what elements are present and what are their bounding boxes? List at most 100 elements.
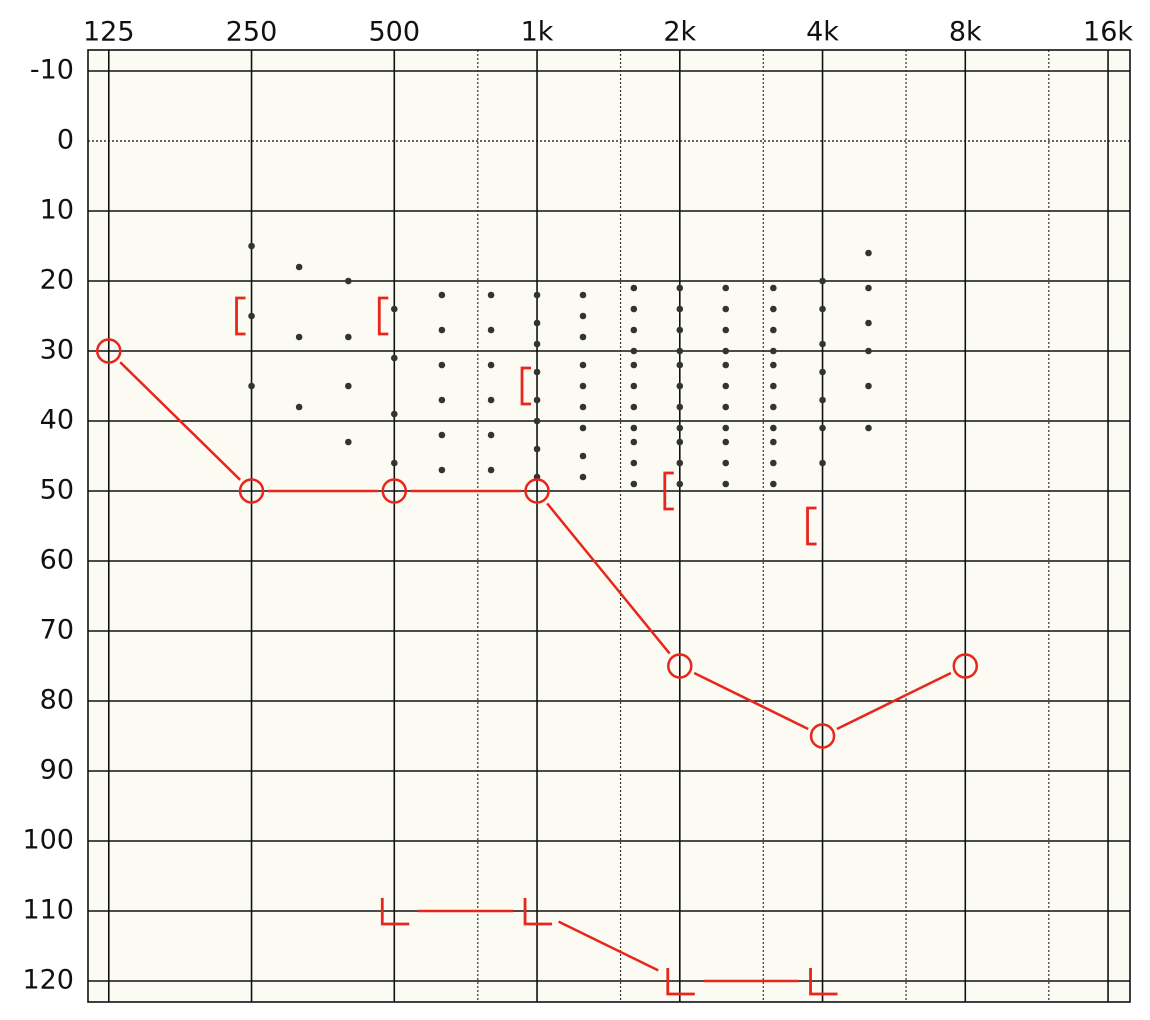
no-response-marker <box>380 898 410 926</box>
speech-dot <box>345 382 352 390</box>
y-tick-label: 120 <box>22 965 74 996</box>
speech-dot <box>819 459 826 467</box>
speech-dot <box>676 305 684 313</box>
speech-dot <box>390 354 398 362</box>
speech-dot <box>770 347 777 355</box>
speech-dot <box>770 382 777 390</box>
x-tick-label: 8k <box>949 17 982 48</box>
speech-dot <box>722 326 730 334</box>
speech-dot <box>487 361 495 369</box>
speech-dot <box>487 291 495 299</box>
speech-dot <box>819 277 826 285</box>
speech-dot <box>770 284 777 292</box>
speech-dot <box>770 326 777 334</box>
y-tick-label: 80 <box>40 685 74 716</box>
plot-frame <box>87 49 1131 1003</box>
speech-dot <box>295 333 303 341</box>
speech-dot <box>676 361 684 369</box>
speech-dot <box>722 403 730 411</box>
y-tick-label: 70 <box>40 615 74 646</box>
y-tick-label: -10 <box>30 55 74 86</box>
no-response-marker <box>666 968 695 996</box>
speech-dot <box>533 368 541 376</box>
speech-dot <box>248 382 255 390</box>
speech-dot <box>630 459 638 467</box>
speech-dot <box>630 424 638 432</box>
speech-dot <box>579 424 587 432</box>
speech-dot <box>865 382 872 390</box>
speech-dot <box>722 284 730 292</box>
speech-dot <box>345 438 352 446</box>
speech-dot <box>630 438 638 446</box>
speech-dot <box>487 396 495 404</box>
air-conduction-marker <box>96 338 122 364</box>
x-tick-label: 250 <box>226 17 278 48</box>
y-tick-label: 40 <box>40 405 74 436</box>
speech-dot <box>579 452 587 460</box>
speech-dot <box>579 403 587 411</box>
speech-dot <box>295 403 303 411</box>
speech-dot <box>770 424 777 432</box>
speech-dot <box>676 284 684 292</box>
speech-dot <box>865 249 872 257</box>
bone-conduction-marker <box>663 471 674 511</box>
speech-dot <box>579 291 587 299</box>
speech-dot <box>345 277 352 285</box>
speech-dot <box>865 319 872 327</box>
speech-dot <box>722 480 730 488</box>
connector <box>546 502 671 655</box>
air-conduction-marker <box>667 653 693 679</box>
speech-dot <box>630 382 638 390</box>
speech-dot <box>438 361 446 369</box>
connector <box>558 920 659 972</box>
speech-dot <box>533 340 541 348</box>
speech-dot <box>533 396 541 404</box>
speech-dot <box>722 382 730 390</box>
speech-dot <box>630 284 638 292</box>
speech-dot <box>722 305 730 313</box>
speech-dot <box>819 396 826 404</box>
y-tick-label: 90 <box>40 755 74 786</box>
y-tick-label: 0 <box>57 125 74 156</box>
speech-dot <box>630 480 638 488</box>
speech-dot <box>770 459 777 467</box>
air-conduction-marker <box>809 723 836 749</box>
speech-dot <box>819 305 826 313</box>
speech-dot <box>248 242 255 250</box>
speech-dot <box>676 459 684 467</box>
bone-conduction-marker <box>377 296 389 336</box>
speech-dot <box>533 319 541 327</box>
bone-conduction-marker <box>806 506 817 546</box>
y-tick-label: 60 <box>40 545 74 576</box>
speech-dot <box>865 284 872 292</box>
speech-dot <box>676 438 684 446</box>
speech-dot <box>438 396 446 404</box>
speech-dot <box>630 361 638 369</box>
speech-dot <box>722 347 730 355</box>
air-conduction-marker <box>238 478 265 504</box>
speech-dot <box>770 438 777 446</box>
speech-dot <box>865 347 872 355</box>
speech-dot <box>630 403 638 411</box>
speech-dot <box>579 382 587 390</box>
air-conduction-marker <box>952 653 979 679</box>
y-tick-label: 110 <box>22 895 74 926</box>
speech-dot <box>579 333 587 341</box>
no-response-marker <box>809 968 838 996</box>
speech-dot <box>533 417 541 425</box>
x-tick-label: 4k <box>806 17 839 48</box>
bone-conduction-marker <box>520 366 532 406</box>
speech-dot <box>770 480 777 488</box>
speech-dot <box>579 473 587 481</box>
speech-dot <box>819 340 826 348</box>
speech-dot <box>630 305 638 313</box>
speech-dot <box>676 480 684 488</box>
y-tick-label: 100 <box>22 825 74 856</box>
x-tick-label: 1k <box>521 17 554 48</box>
speech-dot <box>676 424 684 432</box>
speech-dot <box>630 347 638 355</box>
speech-dot <box>579 361 587 369</box>
speech-dot <box>533 291 541 299</box>
y-tick-label: 10 <box>40 195 74 226</box>
